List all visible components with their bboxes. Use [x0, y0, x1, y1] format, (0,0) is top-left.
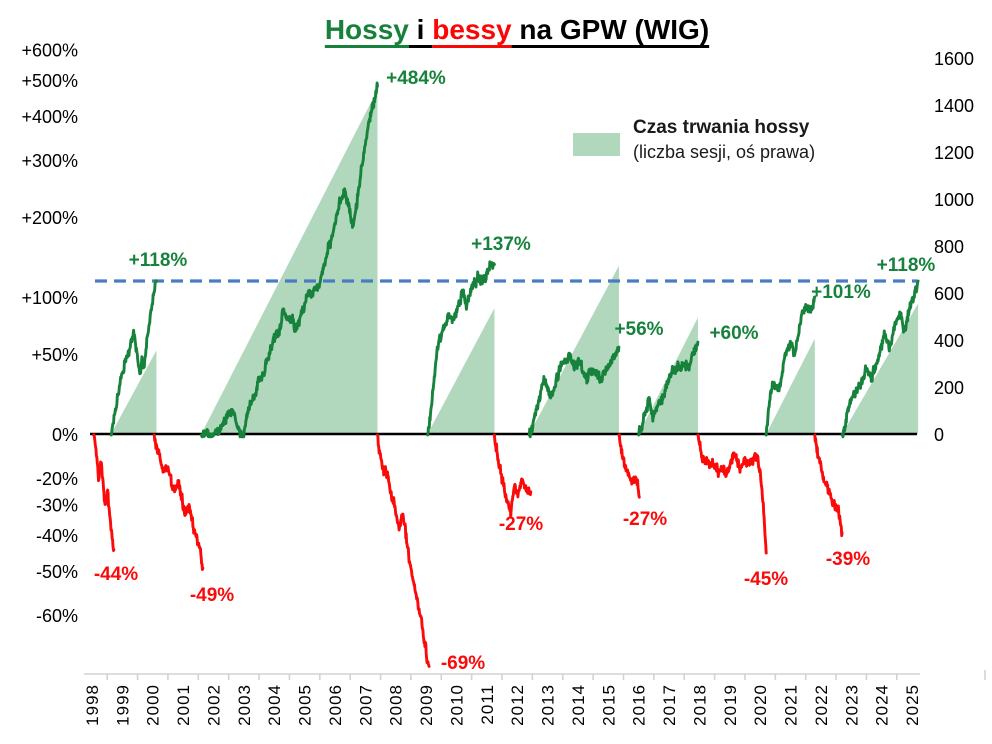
bull-market-line	[426, 260, 496, 437]
x-axis-year-label: 2000	[144, 684, 163, 726]
bear-market-line	[617, 433, 641, 499]
left-axis-label: -20%	[36, 469, 78, 489]
title-i: i	[408, 14, 433, 45]
x-axis-year-label: 2002	[204, 684, 223, 726]
left-axis-label: +200%	[21, 208, 78, 228]
left-axis-label: +400%	[21, 107, 78, 127]
bear-loss-label: -45%	[744, 569, 788, 590]
right-axis-label: 400	[934, 331, 964, 351]
title-rest: na GPW (WIG)	[511, 14, 710, 45]
bull-gain-label: +101%	[811, 282, 871, 303]
title-hossy: Hossy	[324, 14, 409, 45]
x-axis-year-label: 1999	[113, 684, 132, 726]
x-axis-year-label: 2015	[599, 684, 618, 726]
x-axis-year-label: 2021	[782, 684, 801, 726]
right-axis-label: 200	[934, 378, 964, 398]
x-axis-year-label: 2009	[417, 684, 436, 726]
x-axis-year-label: 2008	[387, 684, 406, 726]
left-axis-label: -30%	[36, 495, 78, 515]
right-axis-label: 1000	[934, 190, 974, 210]
x-axis-year-label: 2022	[812, 684, 831, 726]
bull-gain-label: +56%	[614, 319, 663, 340]
page-title: Hossy i bessy na GPW (WIG)	[325, 14, 709, 46]
bear-market-line	[492, 433, 533, 518]
bear-market-line	[696, 433, 768, 555]
bull-gain-label: +60%	[709, 323, 758, 344]
legend: Czas trwania hossy (liczba sesji, oś pra…	[573, 116, 815, 164]
left-axis-label: +300%	[21, 151, 78, 171]
x-axis-year-label: 2004	[265, 684, 284, 726]
right-axis-label: 1200	[934, 143, 974, 163]
legend-swatch	[573, 133, 620, 156]
x-axis-year-label: 2003	[235, 684, 254, 726]
duration-triangle	[427, 308, 495, 434]
title-bessy: bessy	[432, 14, 512, 45]
bear-loss-label: -27%	[499, 514, 543, 535]
bear-market-line	[813, 433, 844, 538]
x-axis-year-label: 2012	[508, 684, 527, 726]
bear-loss-label: -27%	[623, 509, 667, 530]
left-axis-label: 0%	[52, 425, 78, 445]
x-axis-year-label: 2001	[174, 684, 193, 726]
duration-triangle	[201, 89, 378, 434]
bull-market-line	[109, 279, 158, 437]
left-axis-label: -50%	[36, 562, 78, 582]
right-axis-label: 0	[934, 425, 944, 445]
duration-triangle	[111, 350, 157, 434]
x-axis-year-label: 2010	[447, 684, 466, 726]
bear-loss-label: -49%	[190, 585, 234, 606]
bull-gain-label: +118%	[129, 250, 188, 271]
bear-market-line	[376, 433, 431, 668]
x-axis-year-label: 2013	[539, 684, 558, 726]
x-axis-year-label: 2020	[751, 684, 770, 726]
right-axis-label: 600	[934, 284, 964, 304]
left-axis-label: +100%	[21, 288, 78, 308]
x-axis-year-label: 2017	[660, 684, 679, 726]
legend-text: Czas trwania hossy (liczba sesji, oś pra…	[633, 116, 815, 164]
legend-subtitle: (liczba sesji, oś prawa)	[633, 142, 816, 162]
left-axis-label: -40%	[36, 526, 78, 546]
legend-title: Czas trwania hossy	[633, 117, 810, 138]
x-axis-year-label: 2006	[326, 684, 345, 726]
bull-market-line	[199, 81, 379, 439]
x-axis-year-label: 1998	[83, 684, 102, 726]
x-axis-year-label: 2016	[630, 684, 649, 726]
bear-loss-label: -69%	[441, 653, 485, 674]
bull-market-line	[840, 279, 920, 439]
bull-gain-label: +484%	[386, 68, 446, 89]
x-axis-year-label: 2007	[356, 684, 375, 726]
bear-loss-label: -44%	[94, 564, 138, 585]
left-axis-label: +500%	[21, 71, 78, 91]
x-axis-year-label: 2025	[903, 684, 922, 726]
x-axis-year-label: 2023	[842, 684, 861, 726]
x-axis-year-label: 2018	[690, 684, 709, 726]
x-axis-year-label: 2011	[478, 684, 497, 725]
duration-triangle	[766, 338, 815, 434]
x-axis-year-label: 2014	[569, 684, 588, 726]
duration-triangle	[842, 303, 919, 434]
right-axis-label: 1400	[934, 96, 974, 116]
duration-triangle	[529, 265, 619, 434]
bear-market-line	[92, 433, 116, 553]
bear-market-line	[152, 433, 205, 571]
right-axis-label: 800	[934, 237, 964, 257]
x-axis-year-label: 2005	[296, 684, 315, 726]
bull-market-line	[637, 340, 700, 437]
x-axis-year-label: 2019	[721, 684, 740, 726]
left-axis-label: +50%	[31, 345, 78, 365]
right-axis-label: 1600	[934, 49, 974, 69]
bull-gain-label: +118%	[877, 255, 936, 276]
bear-loss-label: -39%	[826, 549, 870, 570]
x-axis-year-label: 2024	[873, 684, 892, 726]
bull-market-line	[527, 345, 621, 439]
bull-market-line	[764, 295, 817, 437]
left-axis-label: +600%	[21, 40, 78, 60]
bull-gain-label: +137%	[471, 234, 531, 255]
left-axis-label: -60%	[36, 606, 78, 626]
